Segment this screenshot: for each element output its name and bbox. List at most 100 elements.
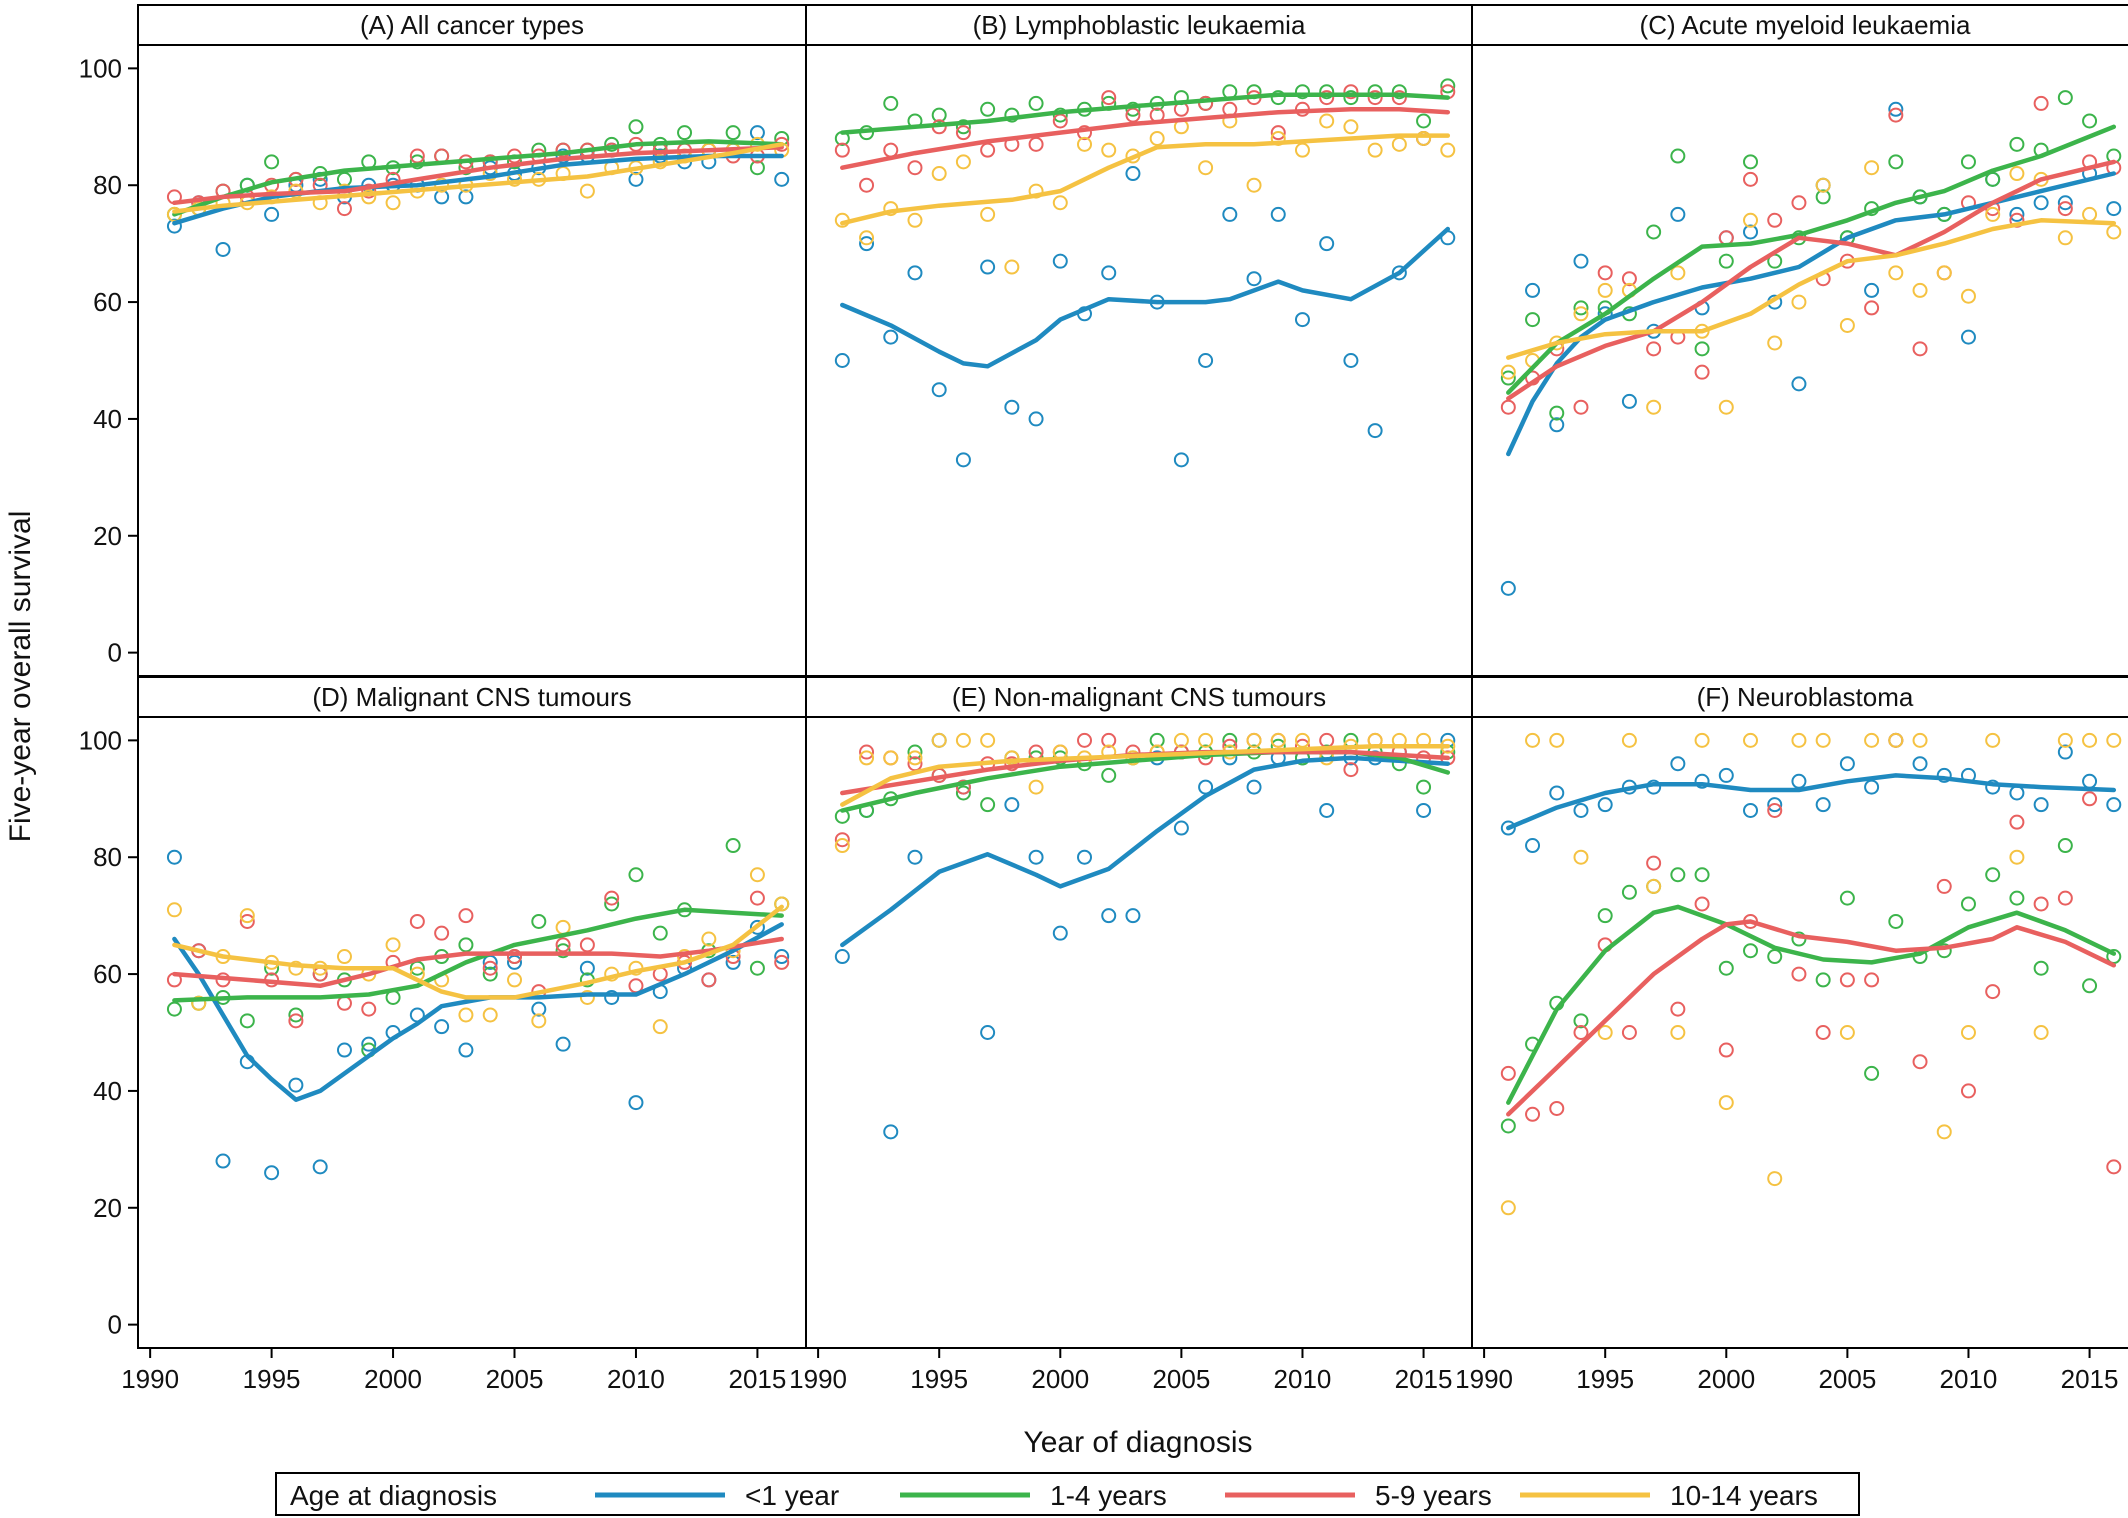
data-point — [980, 732, 996, 748]
data-point — [1343, 90, 1359, 106]
y-tick-label: 100 — [79, 725, 122, 755]
data-point — [2057, 890, 2073, 906]
data-point — [166, 902, 182, 918]
data-point — [883, 95, 899, 111]
data-point — [531, 913, 547, 929]
data-point — [1198, 95, 1214, 111]
data-point — [955, 732, 971, 748]
data-point — [1028, 779, 1044, 795]
data-point — [1525, 312, 1541, 328]
data-point — [1500, 820, 1516, 836]
data-point — [907, 744, 923, 760]
data-point — [1791, 966, 1807, 982]
data-point — [1573, 399, 1589, 415]
data-point — [1718, 960, 1734, 976]
data-point — [1573, 802, 1589, 818]
data-point — [409, 148, 425, 164]
data-point — [1343, 84, 1359, 100]
legend-label: 10-14 years — [1670, 1480, 1818, 1511]
data-point — [774, 171, 790, 187]
panel-title: (B) Lymphoblastic leukaemia — [973, 10, 1306, 40]
data-point — [1888, 732, 1904, 748]
y-tick-label: 40 — [93, 1076, 122, 1106]
data-point — [604, 890, 620, 906]
data-point — [1052, 925, 1068, 941]
series-points — [1500, 732, 2122, 1216]
series-points — [834, 130, 1456, 468]
panel-title: (C) Acute myeloid leukaemia — [1640, 10, 1971, 40]
data-point — [1646, 224, 1662, 240]
data-point — [1573, 1025, 1589, 1040]
data-point — [883, 750, 899, 766]
data-point — [288, 1013, 304, 1029]
data-point — [1416, 130, 1432, 146]
data-point — [1101, 90, 1117, 106]
legend-entry: 5-9 years — [1225, 1480, 1492, 1511]
data-point — [749, 919, 765, 935]
data-point — [883, 329, 899, 345]
data-point — [361, 1001, 377, 1017]
data-point — [2057, 90, 2073, 106]
panel-title: (A) All cancer types — [360, 10, 584, 40]
data-point — [1888, 154, 1904, 170]
data-point — [859, 744, 875, 760]
data-point — [1839, 756, 1855, 772]
data-point — [1573, 849, 1589, 865]
data-point — [507, 954, 523, 970]
x-tick-label: 1990 — [1455, 1364, 1513, 1394]
data-point — [1549, 785, 1565, 801]
data-point — [1864, 282, 1880, 298]
data-point — [507, 949, 523, 965]
data-point — [749, 160, 765, 176]
data-point — [725, 125, 741, 141]
data-point — [1888, 101, 1904, 117]
data-point — [1125, 166, 1141, 182]
panel-frame — [1471, 716, 2128, 1349]
data-point — [1718, 399, 1734, 415]
x-tick-label: 2000 — [1031, 1364, 1089, 1394]
data-point — [931, 732, 947, 748]
data-point — [1391, 84, 1407, 100]
data-point — [1767, 802, 1783, 818]
trend-line — [840, 226, 1451, 369]
data-point — [980, 206, 996, 222]
trend-line — [172, 922, 784, 1102]
data-point — [1621, 1025, 1637, 1040]
data-point — [1028, 849, 1044, 865]
data-point — [2106, 224, 2122, 240]
legend-entry: 1-4 years — [900, 1480, 1167, 1511]
data-point — [1149, 732, 1165, 748]
data-point — [1597, 265, 1613, 281]
data-point — [1343, 762, 1359, 778]
data-point — [834, 949, 850, 965]
data-point — [2106, 201, 2122, 217]
data-point — [1500, 364, 1516, 380]
data-point — [336, 1042, 352, 1058]
data-point — [1912, 756, 1928, 772]
data-point — [1198, 353, 1214, 368]
panel-title: (E) Non-malignant CNS tumours — [952, 682, 1326, 712]
series-points — [1500, 160, 2122, 415]
data-point — [1767, 797, 1783, 813]
data-point — [1912, 282, 1928, 298]
data-point — [2009, 136, 2025, 152]
data-point — [1646, 341, 1662, 357]
data-point — [2057, 195, 2073, 211]
data-point — [1815, 797, 1831, 813]
data-point — [1319, 84, 1335, 100]
trend-line — [172, 142, 784, 214]
data-point — [1549, 732, 1565, 748]
data-point — [955, 452, 971, 468]
data-point — [1960, 329, 1976, 345]
trend-line — [1506, 124, 2117, 395]
data-point — [628, 119, 644, 135]
panel: (F) Neuroblastoma 1990 1995 2000 2005 2010 201… — [1455, 676, 2128, 1394]
data-point — [2106, 797, 2122, 813]
data-point — [883, 1124, 899, 1140]
data-point — [1791, 294, 1807, 310]
data-point — [1936, 265, 1952, 281]
data-point — [1294, 142, 1310, 158]
data-point — [336, 949, 352, 965]
data-point — [1839, 890, 1855, 906]
